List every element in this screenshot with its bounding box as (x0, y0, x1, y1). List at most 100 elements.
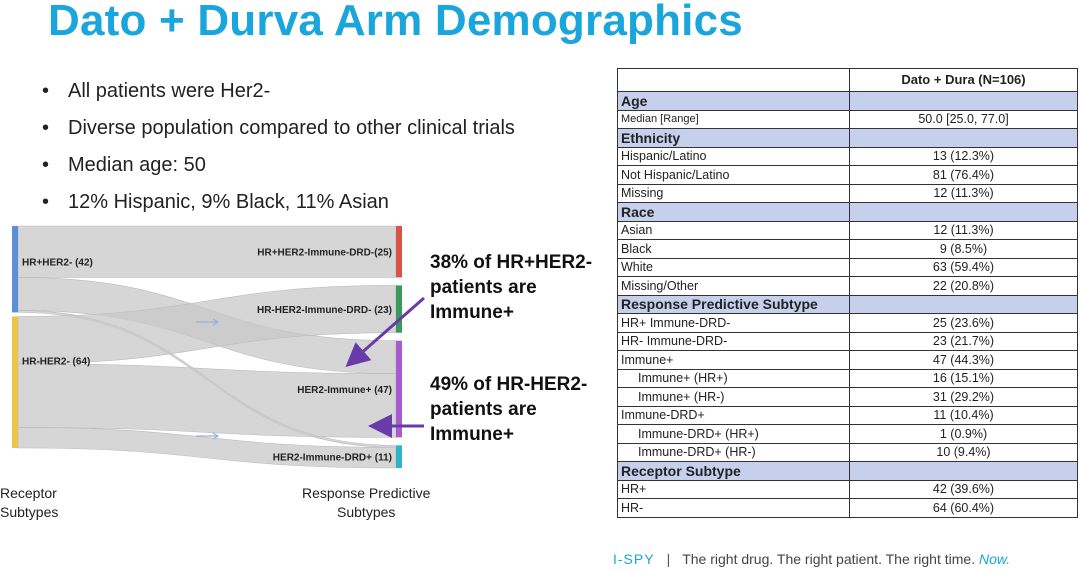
left-axis-label-line: Receptor (0, 485, 57, 501)
table-row: HR- 64 (60.4%) (617, 498, 1078, 518)
table-row-value: 31 (29.2%) (849, 387, 1078, 407)
table-section-row: Race (617, 202, 1078, 222)
callout-hr-negative: 49% of HR-HER2- patients are Immune+ (430, 372, 587, 447)
table-row-value: 63 (59.4%) (849, 257, 1078, 277)
table-section-row: Receptor Subtype (617, 461, 1078, 481)
table-row-value: 42 (39.6%) (849, 479, 1078, 499)
table-row-value: 50.0 [25.0, 77.0] (849, 109, 1078, 129)
table-row-value: 12 (11.3%) (849, 220, 1078, 240)
table-row-label: Immune+ (HR+) (617, 368, 850, 388)
table-row-label: Missing/Other (617, 276, 850, 296)
sankey-source-label: HR+HER2- (42) (22, 257, 93, 268)
callout-line: Immune+ (430, 302, 514, 323)
table-row: HR- Immune-DRD- 23 (21.7%) (617, 331, 1078, 351)
sankey-source-node (12, 316, 18, 448)
footer-brand: I-SPY (613, 551, 655, 567)
sankey-link (17, 225, 397, 278)
sankey-target-label: HR+HER2-Immune-DRD-(25) (257, 248, 392, 259)
table-row: Immune-DRD+ (HR-) 10 (9.4%) (617, 442, 1078, 462)
table-row-label: Missing (617, 183, 850, 203)
bullet-text: Diverse population compared to other cli… (68, 117, 515, 139)
table-row: Not Hispanic/Latino 81 (76.4%) (617, 165, 1078, 185)
table-row-value: 1 (0.9%) (849, 424, 1078, 444)
table-row: Missing/Other 22 (20.8%) (617, 276, 1078, 296)
sankey-target-node (396, 340, 402, 438)
table-row: HR+ Immune-DRD- 25 (23.6%) (617, 313, 1078, 333)
flow-direction-arrow-icon (196, 318, 220, 326)
sankey-nodes (12, 226, 402, 468)
table-column-header: Dato + Dura (N=106) (849, 68, 1078, 92)
table-row: Median [Range] 50.0 [25.0, 77.0] (617, 109, 1078, 129)
table-row-value: 47 (44.3%) (849, 350, 1078, 370)
table-row: Immune+ 47 (44.3%) (617, 350, 1078, 370)
bullet-list: • All patients were Her2- • Diverse popula… (42, 76, 515, 224)
table-row-value: 22 (20.8%) (849, 276, 1078, 296)
bullet-item: • Diverse population compared to other cl… (42, 117, 515, 139)
table-row-label: White (617, 257, 850, 277)
table-row-value: 11 (10.4%) (849, 405, 1078, 425)
demographics-table: Dato + Dura (N=106) Age Median [Range] 50.… (617, 68, 1078, 518)
table-section-row: Age (617, 91, 1078, 111)
table-row-value: 81 (76.4%) (849, 165, 1078, 185)
sankey-diagram: HR+HER2- (42) HR-HER2- (64) HR+HER2-Immune… (12, 225, 402, 469)
table-row-label: Not Hispanic/Latino (617, 165, 850, 185)
callout-arrow-1 (345, 296, 425, 367)
sankey-link (17, 285, 397, 364)
bullet-text: All patients were Her2- (68, 80, 271, 102)
table-section-label: Ethnicity (617, 128, 850, 148)
bullet-text: 12% Hispanic, 9% Black, 11% Asian (68, 191, 389, 213)
table-row-label: Median [Range] (617, 109, 850, 129)
table-section-blank (849, 128, 1078, 148)
table-row: HR+ 42 (39.6%) (617, 479, 1078, 499)
table-row-label: Immune+ (617, 350, 850, 370)
table-row: Immune+ (HR+) 16 (15.1%) (617, 368, 1078, 388)
right-axis-label: Response Predictive Subtypes (302, 484, 430, 522)
table-section-label: Age (617, 91, 850, 111)
sankey-flow-arrows (196, 318, 220, 440)
table-row-label: Immune-DRD+ (617, 405, 850, 425)
table-section-label: Race (617, 202, 850, 222)
table-row: Hispanic/Latino 13 (12.3%) (617, 146, 1078, 166)
callout-line: patients are (430, 399, 537, 420)
table-header-row: Dato + Dura (N=106) (617, 68, 1078, 92)
page-title: Dato + Durva Arm Demographics (48, 0, 743, 45)
table-row: Immune-DRD+ 11 (10.4%) (617, 405, 1078, 425)
table-section-row: Ethnicity (617, 128, 1078, 148)
sankey-target-node (396, 285, 402, 333)
callout-line: patients are (430, 277, 537, 298)
callout-line: 38% of HR+HER2- (430, 252, 593, 273)
table-row-value: 64 (60.4%) (849, 498, 1078, 518)
left-axis-label: Receptor Subtypes (0, 484, 58, 522)
table-row-value: 10 (9.4%) (849, 442, 1078, 462)
table-row-value: 16 (15.1%) (849, 368, 1078, 388)
table-row: Black 9 (8.5%) (617, 239, 1078, 259)
bullet-item: • All patients were Her2- (42, 80, 271, 102)
right-axis-label-line: Subtypes (337, 504, 396, 520)
table-section-blank (849, 461, 1078, 481)
table-row-label: Immune-DRD+ (HR+) (617, 424, 850, 444)
table-section-blank (849, 294, 1078, 314)
bullet-item: • 12% Hispanic, 9% Black, 11% Asian (42, 191, 389, 213)
footer: I-SPY | The right drug. The right patient.… (613, 551, 1010, 567)
table-row-value: 23 (21.7%) (849, 331, 1078, 351)
sankey-target-label: HER2-Immune+ (47) (297, 385, 392, 396)
table-section-row: Response Predictive Subtype (617, 294, 1078, 314)
table-row-label: HR+ Immune-DRD- (617, 313, 850, 333)
flow-direction-arrow-icon (196, 432, 220, 440)
callout-line: Immune+ (430, 424, 514, 445)
sankey-links (17, 225, 397, 469)
table-row: White 63 (59.4%) (617, 257, 1078, 277)
sankey-target-node (396, 226, 402, 278)
bullet-item: • Median age: 50 (42, 154, 206, 176)
sankey-source-node (12, 226, 18, 313)
sankey-source-label: HR-HER2- (64) (22, 356, 90, 367)
table-section-blank (849, 202, 1078, 222)
sankey-target-node (396, 445, 402, 468)
footer-separator: | (666, 551, 671, 567)
sankey-target-label: HR-HER2-Immune-DRD- (23) (257, 305, 392, 316)
right-axis-label-line: Response Predictive (302, 485, 431, 501)
table-row-label: Hispanic/Latino (617, 146, 850, 166)
table-row-value: 12 (11.3%) (849, 183, 1078, 203)
footer-tagline: The right drug. The right patient. The r… (682, 551, 976, 567)
